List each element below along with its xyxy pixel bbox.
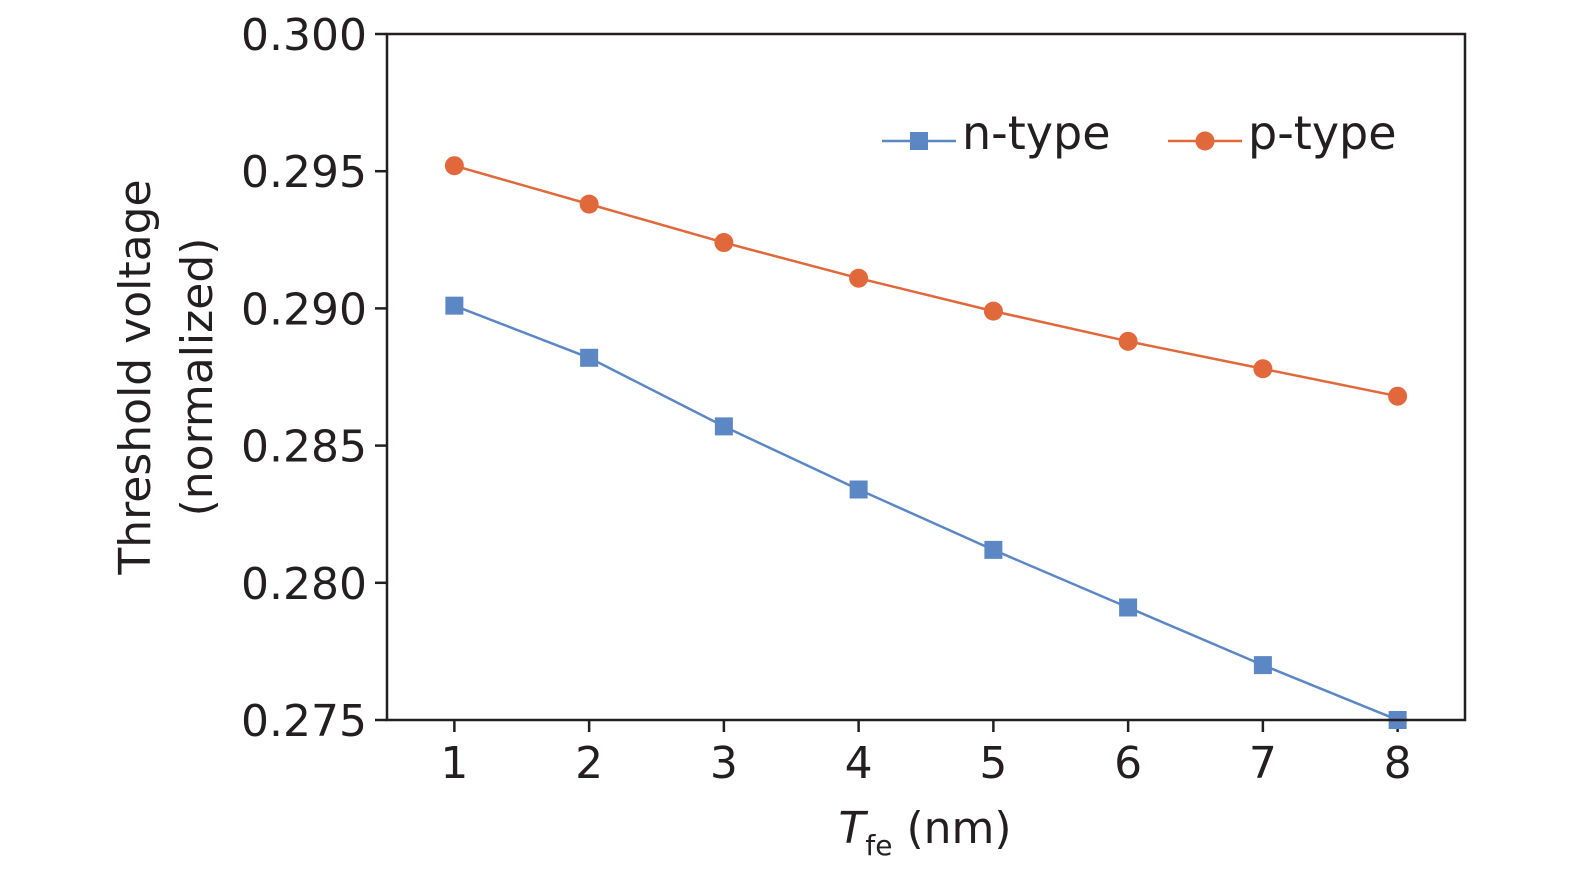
y-tick-label: 0.280 — [241, 559, 367, 610]
y-tick-label: 0.295 — [241, 147, 367, 198]
legend: n-type p-type — [882, 106, 1397, 160]
data-point-n-type — [1253, 656, 1272, 675]
x-tick-label: 7 — [1249, 738, 1277, 789]
data-point-p-type — [444, 156, 464, 176]
x-tick-label: 8 — [1384, 738, 1412, 789]
y-tick-label: 0.290 — [241, 284, 367, 335]
plot-frame — [385, 32, 1467, 722]
data-point-n-type — [849, 480, 868, 499]
x-tick-label: 5 — [979, 738, 1007, 789]
series-line-p-type — [454, 164, 1398, 398]
legend-marker-p-type — [1195, 131, 1215, 151]
series-layer — [444, 156, 1408, 729]
x-axis-title-subscript: fe — [865, 829, 892, 862]
data-point-n-type — [580, 348, 599, 367]
y-tick-label: 0.285 — [241, 422, 367, 473]
data-point-p-type — [983, 301, 1003, 321]
x-tick-label: 2 — [575, 738, 603, 789]
x-axis-title: Tfe (nm) — [838, 803, 1011, 862]
y-tick-label: 0.275 — [241, 696, 367, 747]
data-point-n-type — [984, 540, 1003, 559]
series-line-n-type — [453, 304, 1399, 722]
legend-item-p-type: p-type — [1168, 106, 1397, 160]
legend-label-p-type: p-type — [1248, 106, 1397, 160]
x-axis-title-symbol: T — [838, 803, 868, 854]
data-point-p-type — [579, 194, 599, 214]
data-point-p-type — [1388, 386, 1408, 406]
y-axis-title-line2: (normalized) — [172, 238, 223, 517]
x-tick-label: 3 — [710, 738, 738, 789]
data-point-p-type — [714, 233, 734, 253]
data-point-n-type — [1119, 598, 1138, 617]
legend-marker-n-type — [910, 132, 928, 150]
x-tick-label: 1 — [440, 738, 468, 789]
data-point-p-type — [1118, 331, 1138, 351]
y-axis-title-line1: Threshold voltage — [110, 179, 161, 575]
y-axis-ticks: 0.275 0.280 0.285 0.290 0.295 0.300 — [241, 10, 387, 747]
data-point-p-type — [849, 268, 869, 288]
legend-item-n-type: n-type — [882, 106, 1111, 160]
data-point-n-type — [714, 417, 733, 436]
data-point-n-type — [445, 296, 464, 315]
x-axis-title-unit: (nm) — [892, 803, 1011, 854]
x-tick-label: 4 — [845, 738, 873, 789]
x-axis-ticks: 1 2 3 4 5 6 7 8 — [440, 720, 1412, 789]
legend-label-n-type: n-type — [962, 106, 1111, 160]
x-tick-label: 6 — [1114, 738, 1142, 789]
y-tick-label: 0.300 — [241, 10, 367, 61]
data-point-p-type — [1253, 359, 1273, 379]
